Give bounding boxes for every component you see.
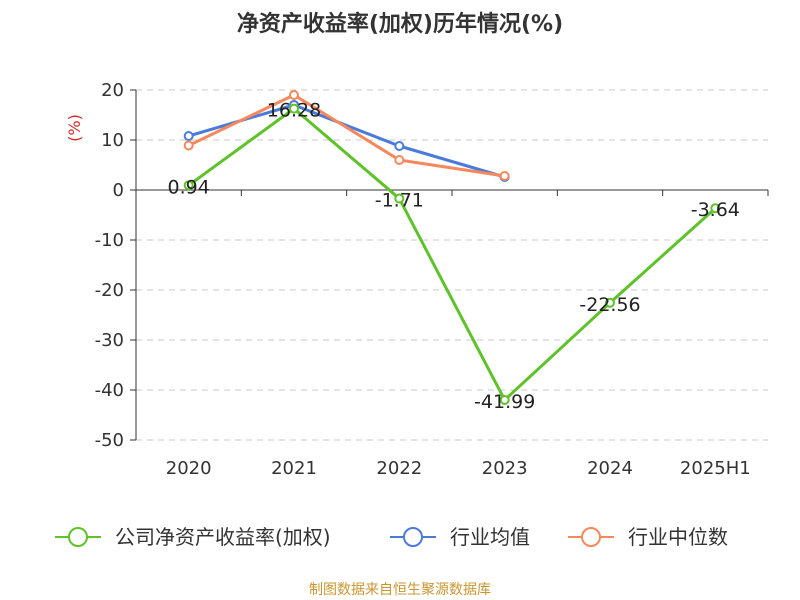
data-point[interactable] [710, 203, 721, 214]
data-label: -1.71 [375, 190, 424, 212]
y-tick-label: 0 [113, 180, 124, 201]
data-label: -41.99 [474, 391, 535, 413]
data-point[interactable] [183, 140, 194, 151]
x-tick-label: 2020 [166, 458, 212, 479]
y-tick-label: -20 [95, 280, 124, 301]
data-label: -22.56 [579, 294, 640, 316]
y-tick-label: -50 [95, 430, 124, 451]
chart-title: 净资产收益率(加权)历年情况(%) [236, 12, 564, 37]
y-axis-unit-label: (%) [65, 114, 84, 142]
legend-label[interactable]: 行业中位数 [628, 525, 728, 549]
y-tick-label: -30 [95, 330, 124, 351]
data-point[interactable] [605, 297, 615, 308]
legend-marker[interactable] [581, 527, 601, 547]
data-point[interactable] [499, 394, 510, 405]
legend-marker[interactable] [403, 527, 423, 547]
series-line-0 [187, 107, 717, 402]
x-tick-label: 2025H1 [680, 458, 751, 479]
series-line-1 [188, 103, 506, 179]
y-tick-label: 20 [101, 80, 124, 101]
data-point[interactable] [183, 180, 194, 191]
legend-marker[interactable] [68, 527, 88, 547]
y-tick-label: 10 [101, 130, 124, 151]
data-label: -3.64 [691, 199, 740, 221]
data-label: 0.94 [168, 176, 210, 198]
x-tick-label: 2023 [482, 458, 528, 479]
legend-label[interactable]: 公司净资产收益率(加权) [115, 525, 331, 549]
data-point[interactable] [289, 90, 299, 100]
data-point[interactable] [394, 155, 405, 165]
x-tick-label: 2021 [271, 458, 317, 479]
data-point[interactable] [183, 131, 194, 141]
source-note: 制图数据来自恒生聚源数据库 [309, 582, 491, 598]
x-tick-label: 2024 [587, 458, 633, 479]
legend-label[interactable]: 行业均值 [450, 525, 530, 549]
y-tick-label: -40 [95, 380, 124, 401]
data-point[interactable] [499, 171, 510, 181]
data-label: 16.28 [267, 100, 321, 122]
x-tick-label: 2022 [376, 458, 422, 479]
data-point[interactable] [394, 141, 405, 151]
y-tick-label: -10 [95, 230, 124, 251]
data-point[interactable] [289, 103, 299, 114]
data-point[interactable] [394, 193, 405, 204]
series-line-2 [188, 93, 505, 178]
